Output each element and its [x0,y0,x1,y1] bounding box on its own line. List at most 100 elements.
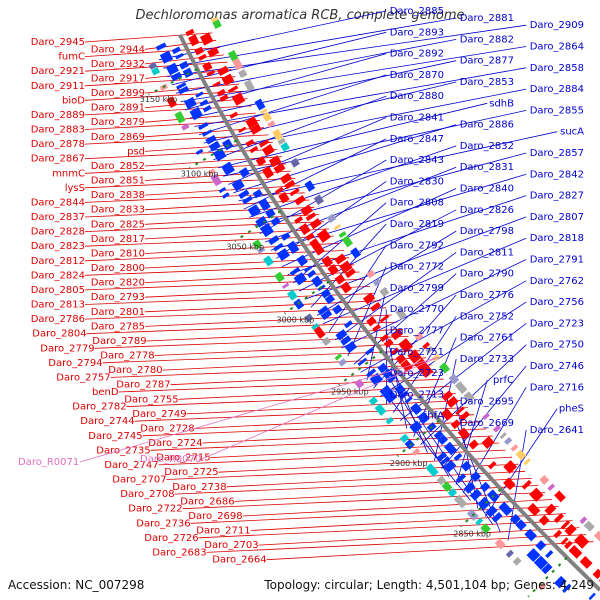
right-leader-line [455,380,488,485]
gene-feature-block [538,582,547,591]
right-gene-label: Daro_2750 [530,340,584,351]
gene-feature-block [459,410,470,422]
left-leader-line [146,328,404,342]
gene-feature-block [307,269,317,279]
gene-feature-block [583,520,595,532]
gene-feature-block [219,94,229,102]
right-gene-label: Daro_2790 [460,269,514,280]
left-gene-label: Daro_2867 [31,154,85,165]
left-gene-label: Daro_2745 [88,431,142,442]
gene-feature-block [242,195,253,205]
gene-feature-block [374,403,387,416]
gene-feature-block [368,396,378,406]
gene-feature-block [197,122,209,131]
scale-tick-label: 3000 kbp [277,315,315,324]
right-gene-label: Daro_2791 [530,255,584,266]
gene-feature-block [479,481,491,493]
gene-feature-block [492,424,502,433]
gene-feature-block [446,395,459,408]
scale-tick-line [148,68,198,96]
right-leader-line [180,46,527,102]
left-leader-line [84,134,269,145]
left-leader-line [166,463,519,480]
left-leader-line [144,300,381,313]
gene-feature-block [309,238,322,252]
right-leader-line [213,95,387,161]
right-leader-line [507,429,527,541]
gene-feature-block [503,460,518,474]
left-leader-line [258,527,580,546]
gene-feature-block [339,260,353,274]
left-gene-label: Daro_2664 [212,555,266,566]
left-gene-label: Daro_2824 [31,270,85,281]
gene-feature-block [394,383,406,396]
gene-feature-block [185,28,195,37]
gene-feature-block [441,481,453,493]
gene-feature-block [284,179,296,190]
right-leader-line [328,245,387,333]
right-gene-label: Daro_2884 [530,84,584,95]
gene-feature-block [300,204,313,217]
gene-feature-block [443,441,458,456]
gene-feature-block [450,419,461,430]
right-gene-label: Daro_2842 [530,169,584,180]
gene-feature-block [304,180,316,192]
gene-feature-block [554,490,566,503]
gene-feature-block [553,513,564,524]
left-gene-label: Daro_2921 [31,66,85,77]
gene-feature-block [366,269,376,279]
left-gene-label: Daro_2837 [31,212,85,223]
gene-feature-block [155,42,167,51]
rna-gene-label: Daro_R0071 [18,457,79,468]
gene-feature-block [202,104,212,113]
left-gene-label: bioD [62,95,85,106]
gene-feature-block [369,372,383,386]
left-gene-label: Daro_2787 [116,380,170,391]
left-gene-label: Daro_2883 [31,125,85,136]
gene-feature-block [273,162,286,174]
gene-feature-block [568,545,583,559]
gene-feature-block [455,406,465,416]
gene-feature-block [494,538,506,550]
gene-feature-block [195,148,204,155]
gene-feature-block [409,420,423,434]
left-leader-line [162,357,426,371]
left-gene-label: Daro_2736 [136,518,190,529]
left-gene-label: Daro_2878 [31,139,85,150]
gene-feature-block [333,224,342,231]
scale-tick-line [338,350,383,386]
gene-feature-block [469,488,483,501]
gene-feature-block [232,58,244,71]
gene-feature-block [453,494,468,509]
right-gene-label: Daro_2746 [530,361,584,372]
gene-feature-block [335,329,348,341]
left-gene-label: Daro_2823 [31,241,85,252]
gene-feature-block [278,191,290,204]
left-gene-label: Daro_2707 [112,475,166,486]
left-gene-label: Daro_2944 [91,44,145,55]
gene-feature-block [470,471,481,482]
gene-feature-block [390,328,403,341]
gene-feature-block [304,313,314,323]
genome-summary-label: Topology: circular; Length: 4,501,104 bp… [264,578,594,592]
right-gene-label: Daro_2830 [390,176,444,187]
gene-feature-block [231,92,246,106]
rna-gene-label: Daro_R0070 [140,454,201,465]
gene-feature-block [267,120,276,128]
gene-feature-block [382,388,398,404]
left-gene-label: Daro_2786 [31,314,85,325]
gene-feature-block [229,111,239,119]
gene-feature-block [338,358,347,367]
accession-label: Accession: NC_007298 [8,578,145,592]
left-gene-label: Daro_2703 [204,540,258,551]
gene-feature-block [400,359,413,373]
right-gene-label: Daro_2641 [530,425,584,436]
left-gene-label: benD [92,387,119,398]
right-leader-line [385,330,408,429]
gene-feature-block [547,483,556,491]
gene-feature-block [305,212,317,222]
left-leader-line [84,221,325,232]
gene-feature-block [422,341,431,350]
gene-feature-block [252,189,263,199]
